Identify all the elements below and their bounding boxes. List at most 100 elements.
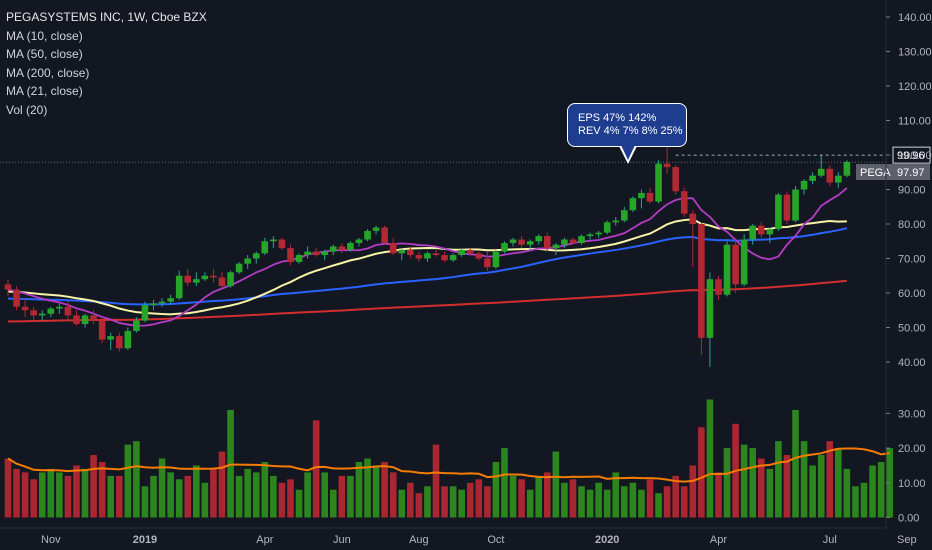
volume-bar: [775, 441, 782, 518]
volume-bar: [638, 489, 645, 518]
candle-body: [466, 249, 474, 254]
candle-body: [355, 239, 363, 243]
volume-bar: [73, 465, 80, 518]
volume-bar: [672, 475, 679, 518]
candle-body: [312, 251, 320, 256]
volume-bar: [723, 448, 731, 518]
time-tick-label: Nov: [41, 534, 61, 546]
volume-bar: [30, 479, 37, 518]
indicator-legend: PEGASYSTEMS INC, 1W, Cboe BZX MA (10, cl…: [6, 8, 207, 119]
candle-body: [638, 192, 645, 199]
volume-bar: [304, 472, 311, 518]
volume-bar: [124, 444, 132, 518]
legend-ma10[interactable]: MA (10, close): [6, 28, 83, 43]
candle-body: [680, 191, 688, 214]
volume-tick-label: 30.00: [898, 408, 926, 420]
volume-bar: [706, 399, 714, 518]
candle-body: [655, 163, 662, 202]
volume-bar: [800, 441, 808, 518]
candlesticks: [4, 142, 851, 368]
volume-bar: [407, 482, 414, 518]
volume-bar: [4, 458, 12, 518]
candle-body: [47, 308, 55, 314]
volume-bar: [21, 472, 29, 518]
ticker-box: [856, 164, 893, 181]
volume-bar: [13, 468, 20, 518]
volume-bar: [518, 479, 525, 518]
legend-ma200[interactable]: MA (200, close): [6, 65, 90, 80]
legend-ma50[interactable]: MA (50, close): [6, 47, 83, 61]
candle-body: [210, 275, 217, 278]
candle-body: [698, 224, 705, 338]
time-tick-label: Apr: [256, 534, 273, 546]
volume-bar: [621, 486, 628, 518]
volume-bar: [475, 479, 483, 518]
volume-bar: [235, 475, 243, 518]
legend-volume[interactable]: Vol (20): [6, 102, 48, 117]
volume-bar: [424, 486, 431, 518]
volume-bar: [877, 461, 885, 518]
candle-body: [621, 210, 628, 221]
candle-body: [252, 253, 260, 259]
volume-bar: [595, 482, 602, 518]
price-tick-label: 100.00: [898, 150, 932, 162]
candle-body: [509, 239, 517, 243]
volume-bar: [133, 441, 140, 518]
candle-body: [218, 277, 226, 287]
volume-bar: [201, 482, 209, 518]
volume-bar: [603, 489, 611, 518]
candle-body: [706, 279, 714, 338]
candle-body: [526, 241, 534, 245]
candle-body: [715, 279, 722, 295]
volume-bar: [321, 472, 329, 518]
candle-body: [475, 253, 483, 259]
ma50-series: [7, 227, 848, 306]
volume-bar: [501, 448, 508, 518]
price-tick-label: 140.00: [898, 12, 932, 24]
volume-bar: [612, 472, 620, 518]
candle-body: [364, 230, 371, 240]
candle-body: [304, 251, 311, 256]
candle-body: [295, 255, 303, 262]
candle-body: [612, 220, 620, 223]
candle-body: [672, 167, 679, 192]
candle-body: [90, 315, 97, 321]
volume-bar: [680, 486, 688, 518]
volume-tick-label: 10.00: [898, 478, 926, 490]
candle-body: [449, 255, 457, 261]
candle-body: [595, 232, 602, 235]
last-price-box: [893, 164, 930, 181]
volume-bar: [740, 444, 748, 518]
volume-bar: [252, 472, 260, 518]
price-tick-label: 120.00: [898, 81, 932, 93]
candle-body: [4, 284, 12, 290]
time-tick-label: Jul: [823, 534, 837, 546]
volume-bar: [398, 489, 406, 518]
candle-body: [535, 236, 543, 242]
volume-bar: [569, 479, 577, 518]
volume-bar: [295, 489, 303, 518]
volume-tick-label: 20.00: [898, 443, 926, 455]
earnings-callout[interactable]: EPS 47% 142% REV 4% 7% 8% 25%: [567, 103, 687, 147]
ticker-label: PEGA: [860, 167, 891, 179]
candle-body: [749, 225, 757, 240]
candle-body: [193, 279, 200, 283]
chart-title[interactable]: PEGASYSTEMS INC, 1W, Cboe BZX: [6, 10, 207, 24]
candle-body: [261, 241, 269, 254]
volume-bar: [355, 461, 363, 518]
price-tick-label: 50.00: [898, 323, 926, 335]
candle-body: [552, 244, 560, 249]
price-tick-label: 70.00: [898, 254, 926, 266]
volume-bar: [441, 486, 448, 518]
candle-body: [484, 258, 491, 268]
candle-body: [766, 229, 774, 235]
volume-bar: [90, 455, 97, 518]
candle-body: [432, 253, 440, 256]
volume-bar: [432, 444, 440, 518]
candle-body: [843, 162, 851, 176]
candle-body: [817, 168, 825, 176]
legend-ma21[interactable]: MA (21, close): [6, 84, 83, 98]
candle-body: [38, 313, 46, 316]
volume-bar: [698, 427, 705, 518]
